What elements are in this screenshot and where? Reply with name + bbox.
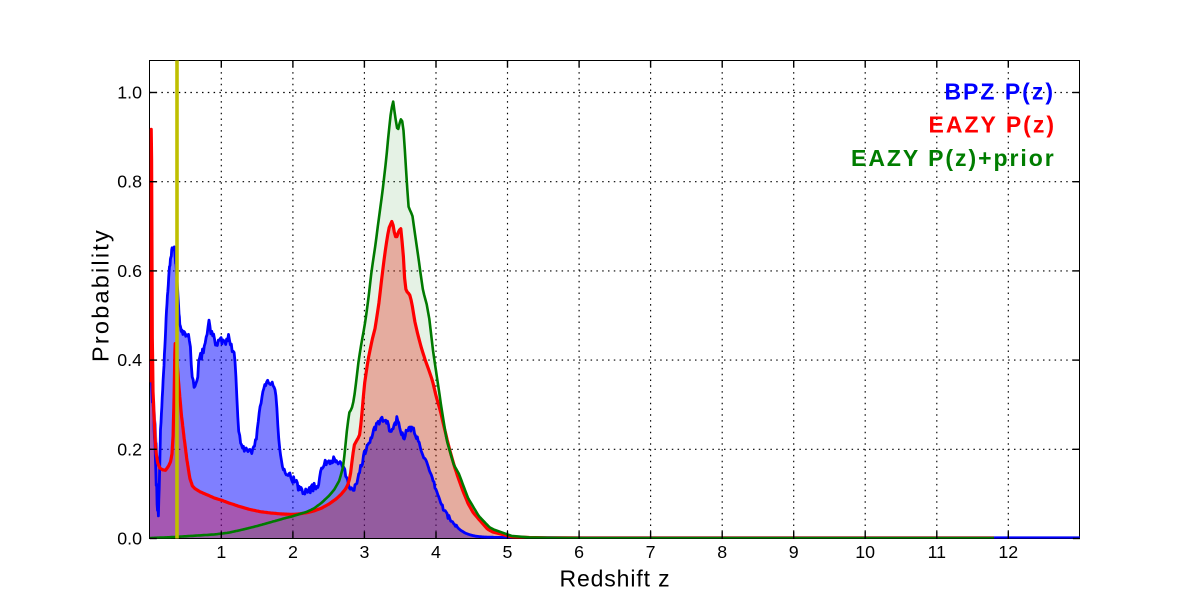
svg-text:10: 10 bbox=[855, 542, 875, 562]
svg-text:0.4: 0.4 bbox=[117, 350, 142, 370]
svg-text:9: 9 bbox=[789, 542, 799, 562]
svg-text:0.8: 0.8 bbox=[117, 172, 142, 192]
svg-text:0.0: 0.0 bbox=[117, 529, 142, 549]
svg-text:6: 6 bbox=[574, 542, 584, 562]
svg-text:1.0: 1.0 bbox=[117, 83, 142, 103]
svg-text:7: 7 bbox=[646, 542, 656, 562]
svg-text:0.2: 0.2 bbox=[117, 439, 142, 459]
svg-text:Redshift z: Redshift z bbox=[559, 565, 670, 591]
svg-text:Probability: Probability bbox=[88, 228, 114, 362]
svg-text:4: 4 bbox=[431, 542, 441, 562]
svg-text:1: 1 bbox=[216, 542, 226, 562]
svg-text:BPZ P(z): BPZ P(z) bbox=[944, 79, 1055, 105]
svg-text:2: 2 bbox=[288, 542, 298, 562]
svg-text:3: 3 bbox=[359, 542, 369, 562]
svg-text:EAZY P(z): EAZY P(z) bbox=[929, 111, 1056, 137]
svg-text:0.6: 0.6 bbox=[117, 261, 142, 281]
svg-text:11: 11 bbox=[928, 542, 947, 562]
svg-text:5: 5 bbox=[503, 542, 513, 562]
svg-text:EAZY P(z)+prior: EAZY P(z)+prior bbox=[851, 145, 1056, 171]
svg-text:12: 12 bbox=[998, 542, 1018, 562]
svg-text:8: 8 bbox=[717, 542, 727, 562]
